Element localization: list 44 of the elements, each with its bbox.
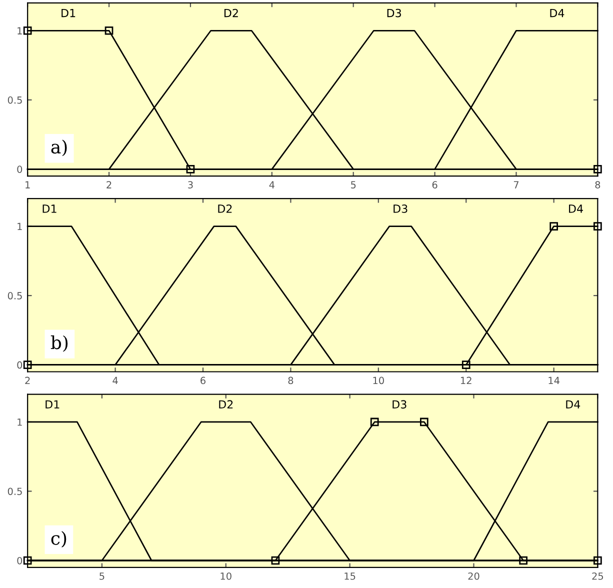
annotation: c) [51,530,66,548]
y-tick-label: 0 [17,166,22,173]
series-label: D1 [46,400,60,408]
x-tick-label: 4 [269,181,274,188]
series-label: D3 [387,8,401,18]
y-tick-label: 0.5 [8,292,22,300]
series-label: D2 [218,204,232,213]
x-tick-label: 14 [548,376,560,384]
x-tick-label: 25 [592,572,604,580]
series-label: D4 [566,400,580,408]
x-tick-label: 4 [112,376,118,384]
series-label: D4 [550,8,564,18]
x-tick-label: 8 [595,181,600,188]
series-label: D1 [62,8,76,18]
y-tick-label: 0.5 [8,488,22,496]
x-tick-label: 7 [514,181,518,188]
annotation: a) [51,140,67,156]
series-label: D3 [394,204,408,213]
x-tick-label: 6 [200,376,206,384]
y-tick-label: 0 [17,361,22,369]
y-tick-label: 0.5 [8,96,22,104]
x-tick-label: 8 [288,376,294,384]
y-tick-label: 1 [18,27,22,34]
series-label: D1 [42,204,56,213]
x-tick-label: 20 [468,572,480,580]
annotation: b) [50,335,68,352]
y-tick-label: 0 [17,556,22,564]
x-tick-label: 1 [26,181,30,188]
series-label: D2 [224,8,238,18]
x-tick-label: 5 [100,572,104,580]
series-label: D3 [392,400,406,409]
x-tick-label: 5 [351,181,356,188]
x-tick-label: 10 [220,572,232,580]
x-tick-label: 2 [106,181,112,188]
x-tick-label: 10 [373,376,384,384]
x-tick-label: 12 [461,376,472,384]
y-tick-label: 1 [18,418,22,426]
x-tick-label: 15 [344,572,356,580]
x-tick-label: 2 [25,376,30,384]
series-label: D2 [219,400,233,408]
series-label: D4 [569,204,583,213]
x-tick-label: 6 [432,181,438,188]
x-tick-label: 3 [188,181,193,188]
y-tick-label: 1 [18,222,22,230]
